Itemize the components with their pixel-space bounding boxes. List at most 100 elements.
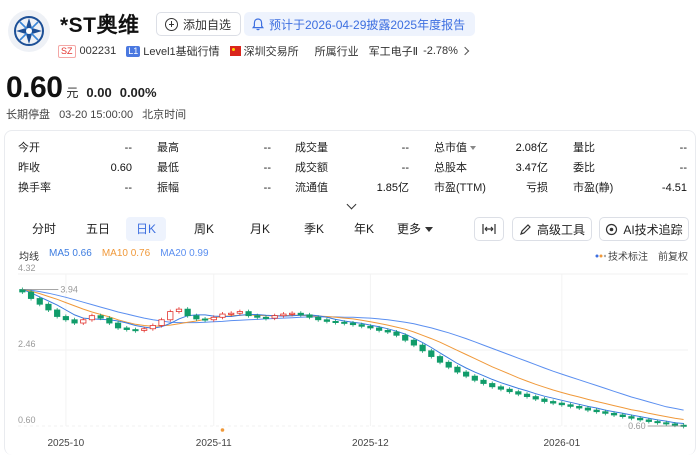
candle bbox=[80, 319, 87, 324]
stock-name: *ST奥维 bbox=[60, 14, 140, 37]
stat-total-shares: 总股本 3.47亿 bbox=[434, 162, 548, 174]
caret-down-icon bbox=[425, 227, 433, 233]
china-flag-icon bbox=[229, 46, 241, 56]
advanced-tools-button[interactable]: 高级工具 bbox=[512, 217, 592, 241]
report-notice[interactable]: 预计于2026-04-29披露2025年度报告 bbox=[244, 12, 476, 36]
candle bbox=[184, 308, 191, 317]
candle bbox=[245, 311, 252, 317]
adjust-mode-toggle[interactable]: 前复权 bbox=[658, 252, 688, 263]
kline-chart[interactable]: 4.32 2.46 0.60 2025-10 2025-11 2025-12 2026-01… bbox=[0, 262, 700, 455]
candle bbox=[349, 322, 357, 326]
add-watchlist-button[interactable]: 添加自选 bbox=[156, 12, 242, 36]
pen-tool-icon bbox=[520, 223, 531, 235]
tab-week-k[interactable]: 周K bbox=[193, 222, 214, 236]
moving-averages bbox=[22, 289, 684, 424]
more-dropdown[interactable]: 更多 bbox=[386, 217, 444, 241]
candle bbox=[419, 344, 426, 352]
tab-year-k[interactable]: 年K bbox=[353, 222, 374, 236]
chevron-right-icon[interactable] bbox=[460, 46, 470, 56]
stat-turnover: 换手率 -- bbox=[18, 182, 132, 194]
company-logo bbox=[8, 10, 50, 52]
tab-month-k[interactable]: 月K bbox=[249, 222, 270, 236]
level1-text[interactable]: Level1基础行情 bbox=[143, 46, 220, 58]
chart-options: 技术标注 前复权 bbox=[595, 248, 688, 263]
candle bbox=[489, 383, 496, 388]
candle bbox=[71, 319, 78, 324]
tab-minute[interactable]: 分时 bbox=[31, 222, 56, 236]
ma-legend: 均线 MA5 0.66 MA10 0.76 MA20 0.99 bbox=[19, 248, 209, 263]
stat-low: 最低 -- bbox=[157, 162, 271, 174]
candle bbox=[384, 329, 391, 333]
exchange-badge: SZ bbox=[58, 44, 76, 58]
ai-tracking-label: AI技术追踪 bbox=[623, 222, 683, 237]
y-tick-label: 0.60 bbox=[18, 415, 36, 425]
industry-label: 所属行业 bbox=[314, 46, 359, 58]
trading-status: 长期停盘 03-20 15:00:00 北京时间 bbox=[6, 106, 186, 122]
candle bbox=[332, 320, 339, 323]
candle bbox=[454, 366, 461, 373]
price-block: 0.60 元 0.00 0.00% bbox=[6, 71, 157, 105]
stat-open: 今开 -- bbox=[18, 142, 132, 154]
candle bbox=[236, 311, 243, 314]
candle bbox=[645, 419, 652, 422]
stat-prev-close: 昨收 0.60 bbox=[18, 162, 132, 174]
tech-annotation-toggle[interactable]: 技术标注 bbox=[595, 248, 648, 263]
stat-volume: 成交量 -- bbox=[295, 142, 409, 154]
candle bbox=[602, 411, 609, 414]
candle bbox=[315, 316, 322, 321]
candle bbox=[219, 313, 226, 318]
event-marker-icon bbox=[220, 428, 225, 432]
current-price: 0.60 bbox=[6, 71, 63, 104]
candle bbox=[541, 398, 548, 402]
tab-five-day[interactable]: 五日 bbox=[85, 222, 110, 236]
candle bbox=[280, 313, 287, 317]
exchange-name: 深圳交易所 bbox=[243, 46, 299, 58]
candle bbox=[97, 315, 104, 319]
level1-badge: L1 bbox=[126, 45, 141, 57]
candle bbox=[106, 317, 113, 324]
advanced-tools-label: 高级工具 bbox=[536, 222, 585, 237]
fullscreen-toggle-button[interactable] bbox=[474, 217, 504, 241]
candle bbox=[114, 322, 122, 329]
plus-circle-icon bbox=[165, 17, 178, 31]
candle bbox=[671, 423, 679, 426]
candle bbox=[436, 356, 444, 363]
x-tick-label: 2025-10 bbox=[48, 438, 85, 449]
candle bbox=[663, 422, 670, 425]
tab-quarter-k[interactable]: 季K bbox=[303, 222, 324, 236]
y-tick-label: 2.46 bbox=[18, 339, 36, 349]
ai-target-icon bbox=[606, 223, 618, 235]
stock-code: 002231 bbox=[79, 45, 117, 57]
candle bbox=[376, 327, 383, 331]
candle bbox=[393, 331, 400, 336]
industry-name[interactable]: 军工电子Ⅱ bbox=[368, 46, 419, 58]
stock-meta-row: SZ 002231 L1 Level1基础行情 深圳交易所 所属行业 军工电子Ⅱ… bbox=[58, 43, 470, 59]
candle bbox=[515, 391, 522, 395]
stat-vol-ratio: 量比 -- bbox=[573, 142, 687, 154]
candle bbox=[480, 379, 487, 384]
tab-day-k[interactable]: 日K bbox=[126, 217, 166, 241]
candle bbox=[341, 321, 348, 324]
chart-labels: 4.32 2.46 0.60 2025-10 2025-11 2025-12 2026-01… bbox=[18, 263, 684, 449]
candle bbox=[497, 386, 505, 390]
candle bbox=[88, 315, 96, 321]
candle bbox=[254, 315, 261, 318]
ai-tracking-button[interactable]: AI技术追踪 bbox=[599, 217, 689, 241]
chart-grid bbox=[18, 273, 688, 427]
x-tick-label: 2025-12 bbox=[352, 438, 389, 449]
candle bbox=[506, 388, 513, 393]
stat-total-mv[interactable]: 总市值 2.08亿 bbox=[434, 142, 548, 154]
x-tick-label: 2025-11 bbox=[196, 438, 232, 449]
candle bbox=[471, 375, 478, 381]
expand-horizontal-icon bbox=[482, 224, 496, 234]
ma-legend-title: 均线 bbox=[19, 252, 39, 263]
ma20-legend: MA20 0.99 bbox=[160, 248, 209, 259]
price-unit: 元 bbox=[66, 86, 79, 100]
candle bbox=[45, 303, 52, 311]
caret-down-icon bbox=[470, 146, 476, 151]
annotation-dots-icon bbox=[595, 254, 606, 258]
quote-panel bbox=[4, 130, 696, 455]
candle bbox=[167, 311, 174, 321]
candle bbox=[358, 324, 365, 327]
stat-amplitude: 振幅 -- bbox=[157, 182, 271, 194]
